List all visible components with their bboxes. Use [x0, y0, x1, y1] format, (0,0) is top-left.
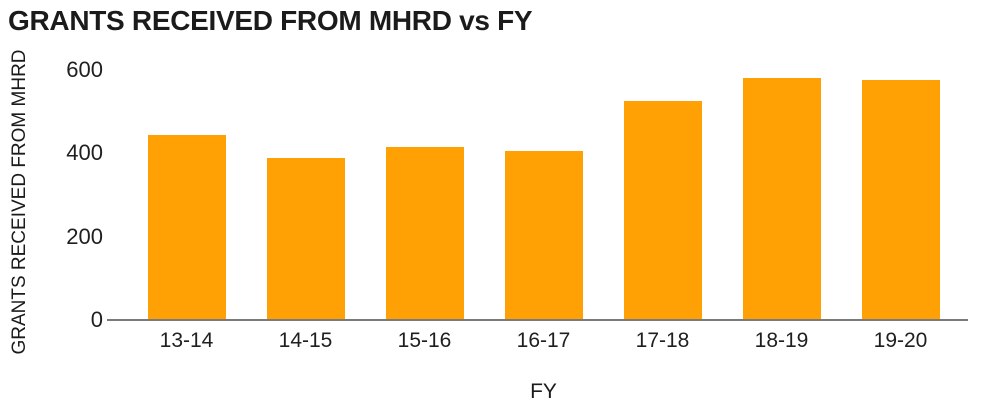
x-axis-title: FY: [530, 380, 557, 403]
x-tick-label-15-16: 15-16: [397, 329, 452, 352]
x-tick-label-13-14: 13-14: [159, 329, 214, 352]
bar-15-16: [385, 147, 464, 320]
bar-band-13-14: [127, 70, 246, 320]
x-tick-label-19-20: 19-20: [873, 329, 928, 352]
bar-band-17-18: [603, 70, 722, 320]
y-axis-tick-labels: 0 200 400 600: [0, 0, 103, 412]
chart-title: GRANTS RECEIVED FROM MHRD vs FY: [8, 5, 533, 36]
bar-14-15: [266, 157, 345, 320]
x-tick-label-14-15: 14-15: [278, 329, 333, 352]
bar-13-14: [147, 134, 226, 320]
x-tick-label-17-18: 17-18: [635, 329, 690, 352]
x-tick-label-18-19: 18-19: [754, 329, 809, 352]
x-tick-label-16-17: 16-17: [516, 329, 571, 352]
bar-band-18-19: [722, 70, 841, 320]
y-tick-label-600: 600: [66, 57, 103, 82]
bar-band-15-16: [365, 70, 484, 320]
bar-17-18: [623, 101, 702, 320]
bar-18-19: [742, 78, 821, 320]
y-tick-label-200: 200: [66, 223, 103, 249]
x-axis-line: [107, 319, 968, 321]
y-tick-label-400: 400: [66, 140, 103, 166]
bar-band-19-20: [841, 70, 960, 320]
plot-area: [127, 70, 960, 320]
x-axis-tick-labels: 13-14 14-15 15-16 16-17 17-18 18-19 19-20: [127, 329, 960, 353]
bar-19-20: [861, 80, 940, 320]
bar-band-14-15: [246, 70, 365, 320]
bar-band-16-17: [484, 70, 603, 320]
y-tick-label-0: 0: [90, 307, 103, 332]
bar-16-17: [504, 151, 583, 320]
